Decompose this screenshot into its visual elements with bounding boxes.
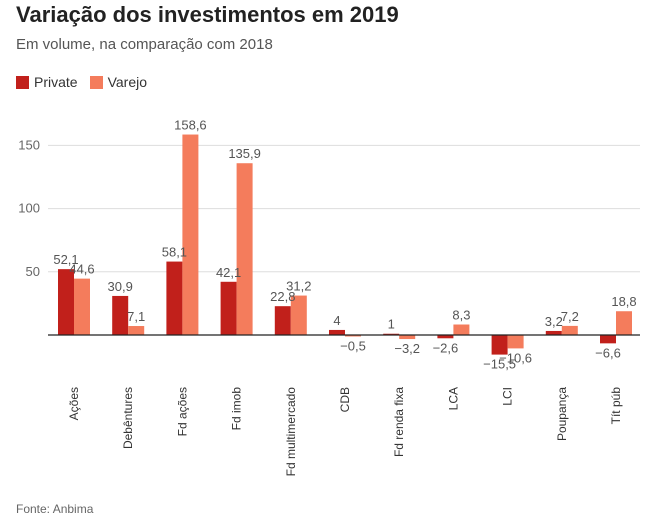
bars bbox=[58, 134, 632, 355]
legend-item-private: Private bbox=[16, 74, 78, 90]
data-label-varejo-10: 18,8 bbox=[611, 294, 636, 309]
data-label-varejo-2: 158,6 bbox=[174, 118, 207, 133]
bar-varejo-10 bbox=[616, 311, 632, 335]
bar-chart: 50 100 150 52,144,6 30,9 7,1 58,1 158,6 42,1 135… bbox=[18, 118, 640, 477]
legend-label-private: Private bbox=[34, 74, 78, 90]
category-label-4: Fd multimercado bbox=[284, 387, 298, 477]
bar-varejo-8 bbox=[507, 335, 524, 349]
data-label-private-7: −2,6 bbox=[433, 340, 459, 355]
bar-varejo-4 bbox=[290, 295, 307, 335]
bar-varejo-3 bbox=[236, 163, 253, 335]
y-axis-ticks: 50 100 150 bbox=[18, 137, 40, 278]
category-label-9: Poupança bbox=[555, 387, 569, 441]
bar-private-5 bbox=[329, 329, 345, 335]
legend-label-varejo: Varejo bbox=[107, 74, 148, 90]
category-label-5: CDB bbox=[338, 387, 352, 412]
data-label-varejo-9: 7,2 bbox=[561, 309, 579, 324]
bar-varejo-6 bbox=[399, 335, 416, 340]
bar-private-1 bbox=[112, 295, 129, 335]
data-label-private-5: 4 bbox=[333, 313, 340, 328]
source-note: Fonte: Anbima bbox=[16, 502, 94, 516]
category-label-8: LCI bbox=[501, 387, 515, 406]
chart-subtitle: Em volume, na comparação com 2018 bbox=[16, 36, 273, 53]
data-label-varejo-5: −0,5 bbox=[340, 339, 366, 354]
bar-varejo-7 bbox=[453, 324, 470, 335]
x-axis-category-labels: Ações Debêntures Fd ações Fd imob Fd multime… bbox=[67, 387, 623, 477]
data-label-private-1: 30,9 bbox=[108, 279, 133, 294]
data-label-varejo-0: 44,6 bbox=[69, 262, 94, 277]
category-label-3: Fd imob bbox=[230, 387, 244, 431]
y-tick-label-150: 150 bbox=[18, 137, 40, 152]
category-label-1: Debêntures bbox=[121, 387, 135, 449]
bar-private-3 bbox=[220, 281, 237, 335]
data-label-varejo-7: 8,3 bbox=[452, 308, 470, 323]
data-label-private-9: 3,2 bbox=[545, 314, 563, 329]
bar-varejo-5 bbox=[345, 335, 361, 337]
legend-swatch-varejo bbox=[89, 75, 103, 89]
bar-private-7 bbox=[437, 335, 454, 339]
chart-legend: Private Varejo bbox=[16, 74, 159, 90]
category-label-10: Tít púb bbox=[609, 387, 623, 425]
bar-varejo-0 bbox=[74, 278, 90, 335]
category-label-2: Fd ações bbox=[175, 387, 189, 436]
data-label-private-4: 22,8 bbox=[270, 289, 295, 304]
category-label-6: Fd renda fixa bbox=[392, 387, 406, 457]
bar-varejo-9 bbox=[561, 325, 578, 335]
data-label-private-3: 42,1 bbox=[216, 265, 241, 280]
legend-item-varejo: Varejo bbox=[89, 74, 148, 90]
data-label-private-0: 52,1 bbox=[53, 252, 78, 267]
data-label-private-8: −15,5 bbox=[483, 357, 516, 372]
y-tick-label-50: 50 bbox=[26, 264, 40, 279]
bar-varejo-2 bbox=[182, 134, 199, 335]
data-label-varejo-3: 135,9 bbox=[228, 146, 261, 161]
bar-private-4 bbox=[274, 306, 291, 335]
bar-private-8 bbox=[491, 335, 508, 355]
bar-private-9 bbox=[545, 330, 562, 335]
data-label-varejo-6: −3,2 bbox=[394, 341, 420, 356]
bar-varejo-1 bbox=[128, 326, 145, 335]
data-label-varejo-1: 7,1 bbox=[127, 309, 145, 324]
data-label-varejo-8: −10,6 bbox=[499, 350, 532, 365]
data-label-private-2: 58,1 bbox=[162, 245, 187, 260]
legend-swatch-private bbox=[16, 75, 29, 89]
chart-title: Variação dos investimentos em 2019 bbox=[16, 2, 399, 27]
data-label-private-6: 1 bbox=[388, 317, 395, 332]
bar-private-10 bbox=[600, 335, 616, 344]
category-label-7: LCA bbox=[446, 387, 460, 410]
category-label-0: Ações bbox=[67, 387, 81, 420]
bar-private-0 bbox=[58, 269, 74, 335]
data-label-varejo-4: 31,2 bbox=[286, 279, 311, 294]
y-tick-label-100: 100 bbox=[18, 201, 40, 216]
bar-private-2 bbox=[166, 261, 183, 335]
data-label-private-10: −6,6 bbox=[595, 345, 621, 360]
grid-lines bbox=[48, 144, 640, 273]
data-labels: 52,144,6 30,9 7,1 58,1 158,6 42,1 135,9 22,831,… bbox=[53, 118, 636, 372]
